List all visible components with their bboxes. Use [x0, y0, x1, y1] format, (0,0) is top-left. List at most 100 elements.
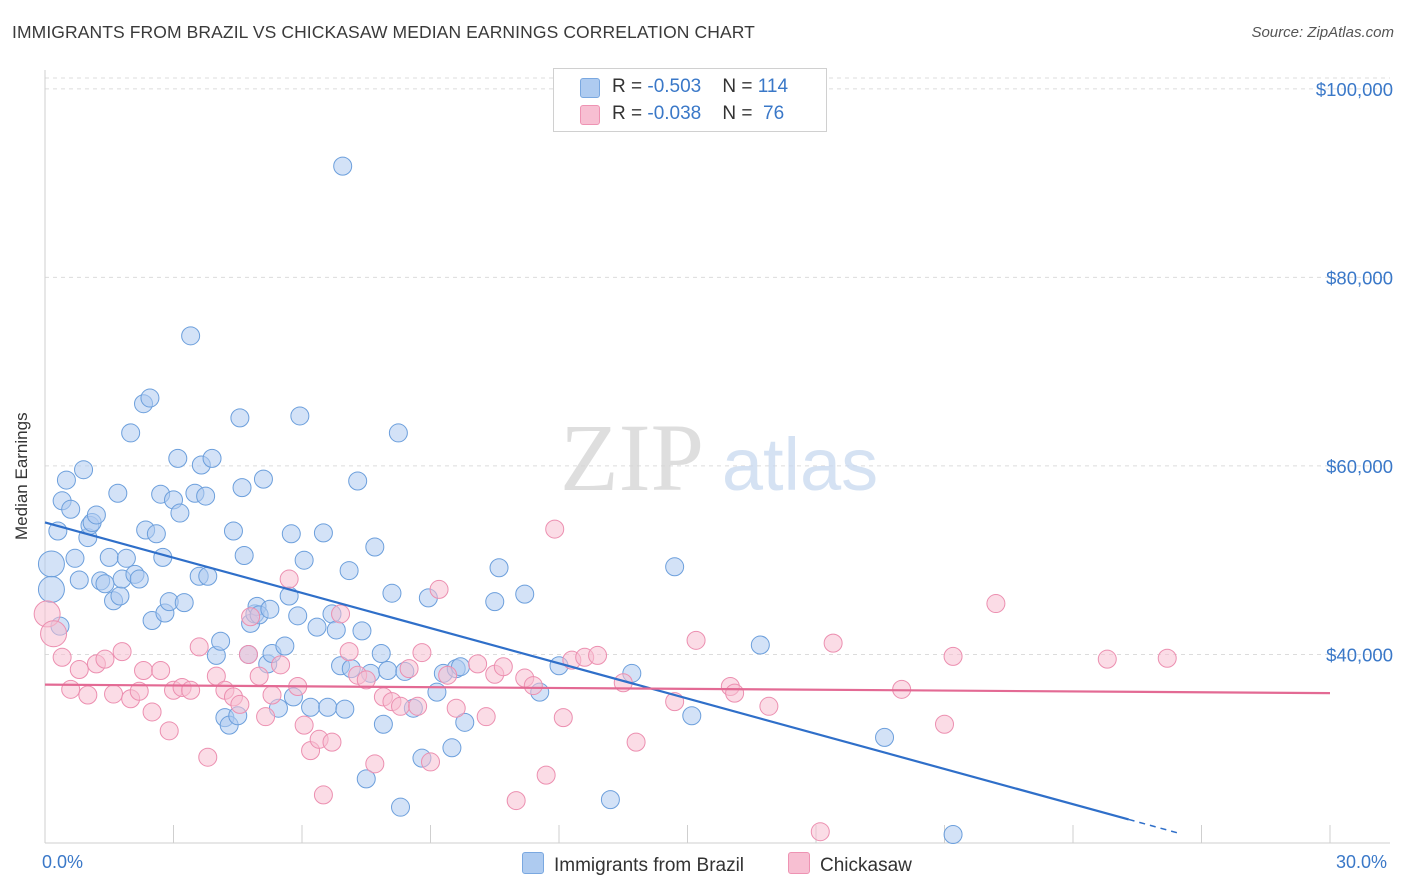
grid-lines — [45, 77, 1390, 655]
brazil-point-91 — [388, 423, 408, 443]
legend-n-value: 114 — [757, 76, 789, 97]
legend-n-label: N = — [722, 76, 758, 97]
brazil-point-111 — [682, 706, 702, 726]
bottom-legend-swatch-chickasaw — [788, 852, 810, 874]
brazil-point-9 — [74, 460, 94, 480]
brazil-point-53 — [234, 545, 254, 565]
series-chickasaw-points — [33, 519, 1177, 842]
chickasaw-point-71 — [725, 683, 745, 703]
y-tick-label-0: $40,000 — [1326, 644, 1393, 665]
brazil-point-89 — [378, 660, 398, 680]
legend-r-label: R = — [612, 76, 648, 97]
legend-r-label: R = — [612, 103, 648, 124]
chickasaw-point-18 — [181, 680, 201, 700]
brazil-point-13 — [86, 505, 106, 525]
chickasaw-point-9 — [112, 642, 132, 662]
chickasaw-point-73 — [810, 822, 830, 842]
chickasaw-point-20 — [198, 747, 218, 767]
chickasaw-point-12 — [134, 660, 154, 680]
chickasaw-point-13 — [142, 702, 162, 722]
brazil-point-79 — [335, 699, 355, 719]
brazil-point-80 — [339, 561, 359, 581]
chickasaw-point-48 — [412, 643, 432, 663]
brazil-point-73 — [313, 523, 333, 543]
brazil-point-15 — [95, 574, 115, 594]
brazil-point-110 — [665, 557, 685, 577]
brazil-point-92 — [391, 797, 411, 817]
trend-lines — [44, 521, 1331, 835]
brazil-point-38 — [181, 326, 201, 346]
chickasaw-point-65 — [588, 645, 608, 665]
chickasaw-point-30 — [271, 655, 291, 675]
y-tick-label-3: $100,000 — [1316, 79, 1393, 100]
chickasaw-point-29 — [262, 685, 282, 705]
watermark: ZIP atlas — [560, 404, 878, 511]
brazil-point-52 — [232, 478, 252, 498]
chickasaw-point-7 — [95, 649, 115, 669]
chickasaw-point-56 — [493, 657, 513, 677]
brazil-point-99 — [442, 738, 462, 758]
x-tick-label-min: 0.0% — [42, 852, 84, 872]
chickasaw-point-74 — [823, 633, 843, 653]
brazil-point-74 — [318, 697, 338, 717]
brazil-point-82 — [348, 471, 368, 491]
chickasaw-point-31 — [279, 569, 299, 589]
brazil-point-66 — [281, 524, 301, 544]
brazil-point-19 — [110, 586, 130, 606]
brazil-point-86 — [365, 537, 385, 557]
brazil-point-1 — [37, 575, 65, 603]
axes — [44, 70, 1390, 844]
brazil-point-21 — [116, 548, 136, 568]
brazil-point-24 — [129, 569, 149, 589]
brazil-point-22 — [121, 423, 141, 443]
chickasaw-point-45 — [391, 696, 411, 716]
trend-line-brazil — [44, 521, 1129, 821]
chickasaw-point-57 — [506, 791, 526, 811]
chickasaw-point-36 — [313, 785, 333, 805]
bottom-legend-chickasaw: Chickasaw — [788, 852, 912, 877]
trend-line-brazil-extension — [1128, 818, 1181, 835]
brazil-point-88 — [373, 714, 393, 734]
brazil-point-78 — [333, 156, 353, 176]
chickasaw-point-19 — [189, 637, 209, 657]
chickasaw-point-76 — [935, 714, 954, 734]
brazil-point-49 — [223, 521, 243, 541]
chickasaw-point-24 — [230, 694, 250, 714]
trend-line-chickasaw — [44, 683, 1331, 695]
chickasaw-point-60 — [536, 765, 556, 785]
chickasaw-point-42 — [365, 754, 385, 774]
chickasaw-point-67 — [626, 732, 646, 752]
chickasaw-point-50 — [429, 579, 449, 599]
y-tick-labels: $40,000 $60,000 $80,000 $100,000 — [1316, 79, 1393, 666]
brazil-point-36 — [170, 503, 190, 523]
brazil-point-84 — [356, 769, 376, 789]
brazil-point-0 — [37, 550, 65, 578]
chickasaw-point-15 — [159, 721, 179, 741]
legend-n-label: N = — [722, 103, 758, 124]
brazil-point-103 — [485, 592, 505, 612]
chickasaw-point-69 — [686, 630, 706, 650]
brazil-point-16 — [99, 547, 119, 567]
legend-swatch-brazil — [580, 78, 600, 98]
brazil-point-114 — [943, 825, 963, 845]
bottom-legend-label-chickasaw: Chickasaw — [820, 855, 912, 876]
chickasaw-point-14 — [151, 660, 171, 680]
brazil-point-64 — [275, 636, 295, 656]
chickasaw-point-47 — [408, 696, 428, 716]
chart-source: Source: ZipAtlas.com — [1251, 24, 1394, 41]
brazil-point-72 — [307, 617, 327, 637]
y-tick-label-2: $80,000 — [1326, 267, 1393, 288]
y-tick-label-1: $60,000 — [1326, 456, 1393, 477]
chickasaw-point-38 — [331, 604, 351, 624]
bottom-legend-swatch-brazil — [522, 852, 544, 874]
brazil-point-97 — [427, 682, 447, 702]
brazil-point-76 — [326, 620, 346, 640]
chickasaw-point-46 — [399, 659, 419, 679]
watermark-zip: ZIP — [560, 404, 704, 511]
chickasaw-point-54 — [476, 707, 496, 727]
legend-swatch-chickasaw — [580, 105, 600, 125]
brazil-point-29 — [146, 524, 166, 544]
legend-n-value: 76 — [757, 103, 785, 124]
brazil-point-59 — [253, 469, 273, 489]
